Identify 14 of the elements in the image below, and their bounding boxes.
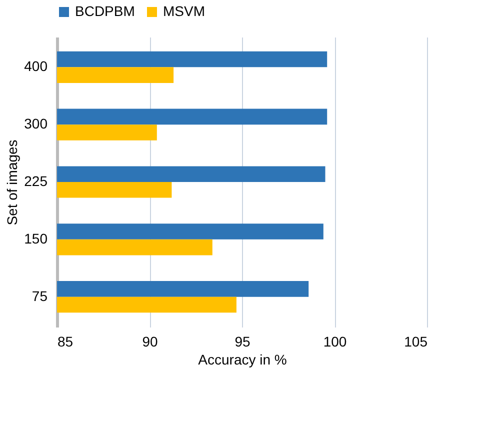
x-tick-label: 105 bbox=[404, 334, 428, 350]
x-tick-label: 85 bbox=[58, 334, 74, 350]
x-tick-label: 100 bbox=[323, 334, 347, 350]
y-tick-label: 150 bbox=[24, 230, 48, 246]
x-tick-label: 95 bbox=[234, 334, 250, 350]
y-tick-label: 75 bbox=[32, 288, 48, 304]
y-tick-label: 225 bbox=[24, 173, 48, 189]
legend-label: BCDPBM bbox=[75, 3, 135, 19]
legend-label: MSVM bbox=[163, 3, 205, 19]
y-tick-label: 300 bbox=[24, 116, 48, 132]
y-axis-title: Set of images bbox=[4, 140, 20, 226]
x-tick-label: 90 bbox=[142, 334, 158, 350]
x-axis-title: Accuracy in % bbox=[198, 352, 287, 368]
y-tick-label: 400 bbox=[24, 58, 48, 74]
